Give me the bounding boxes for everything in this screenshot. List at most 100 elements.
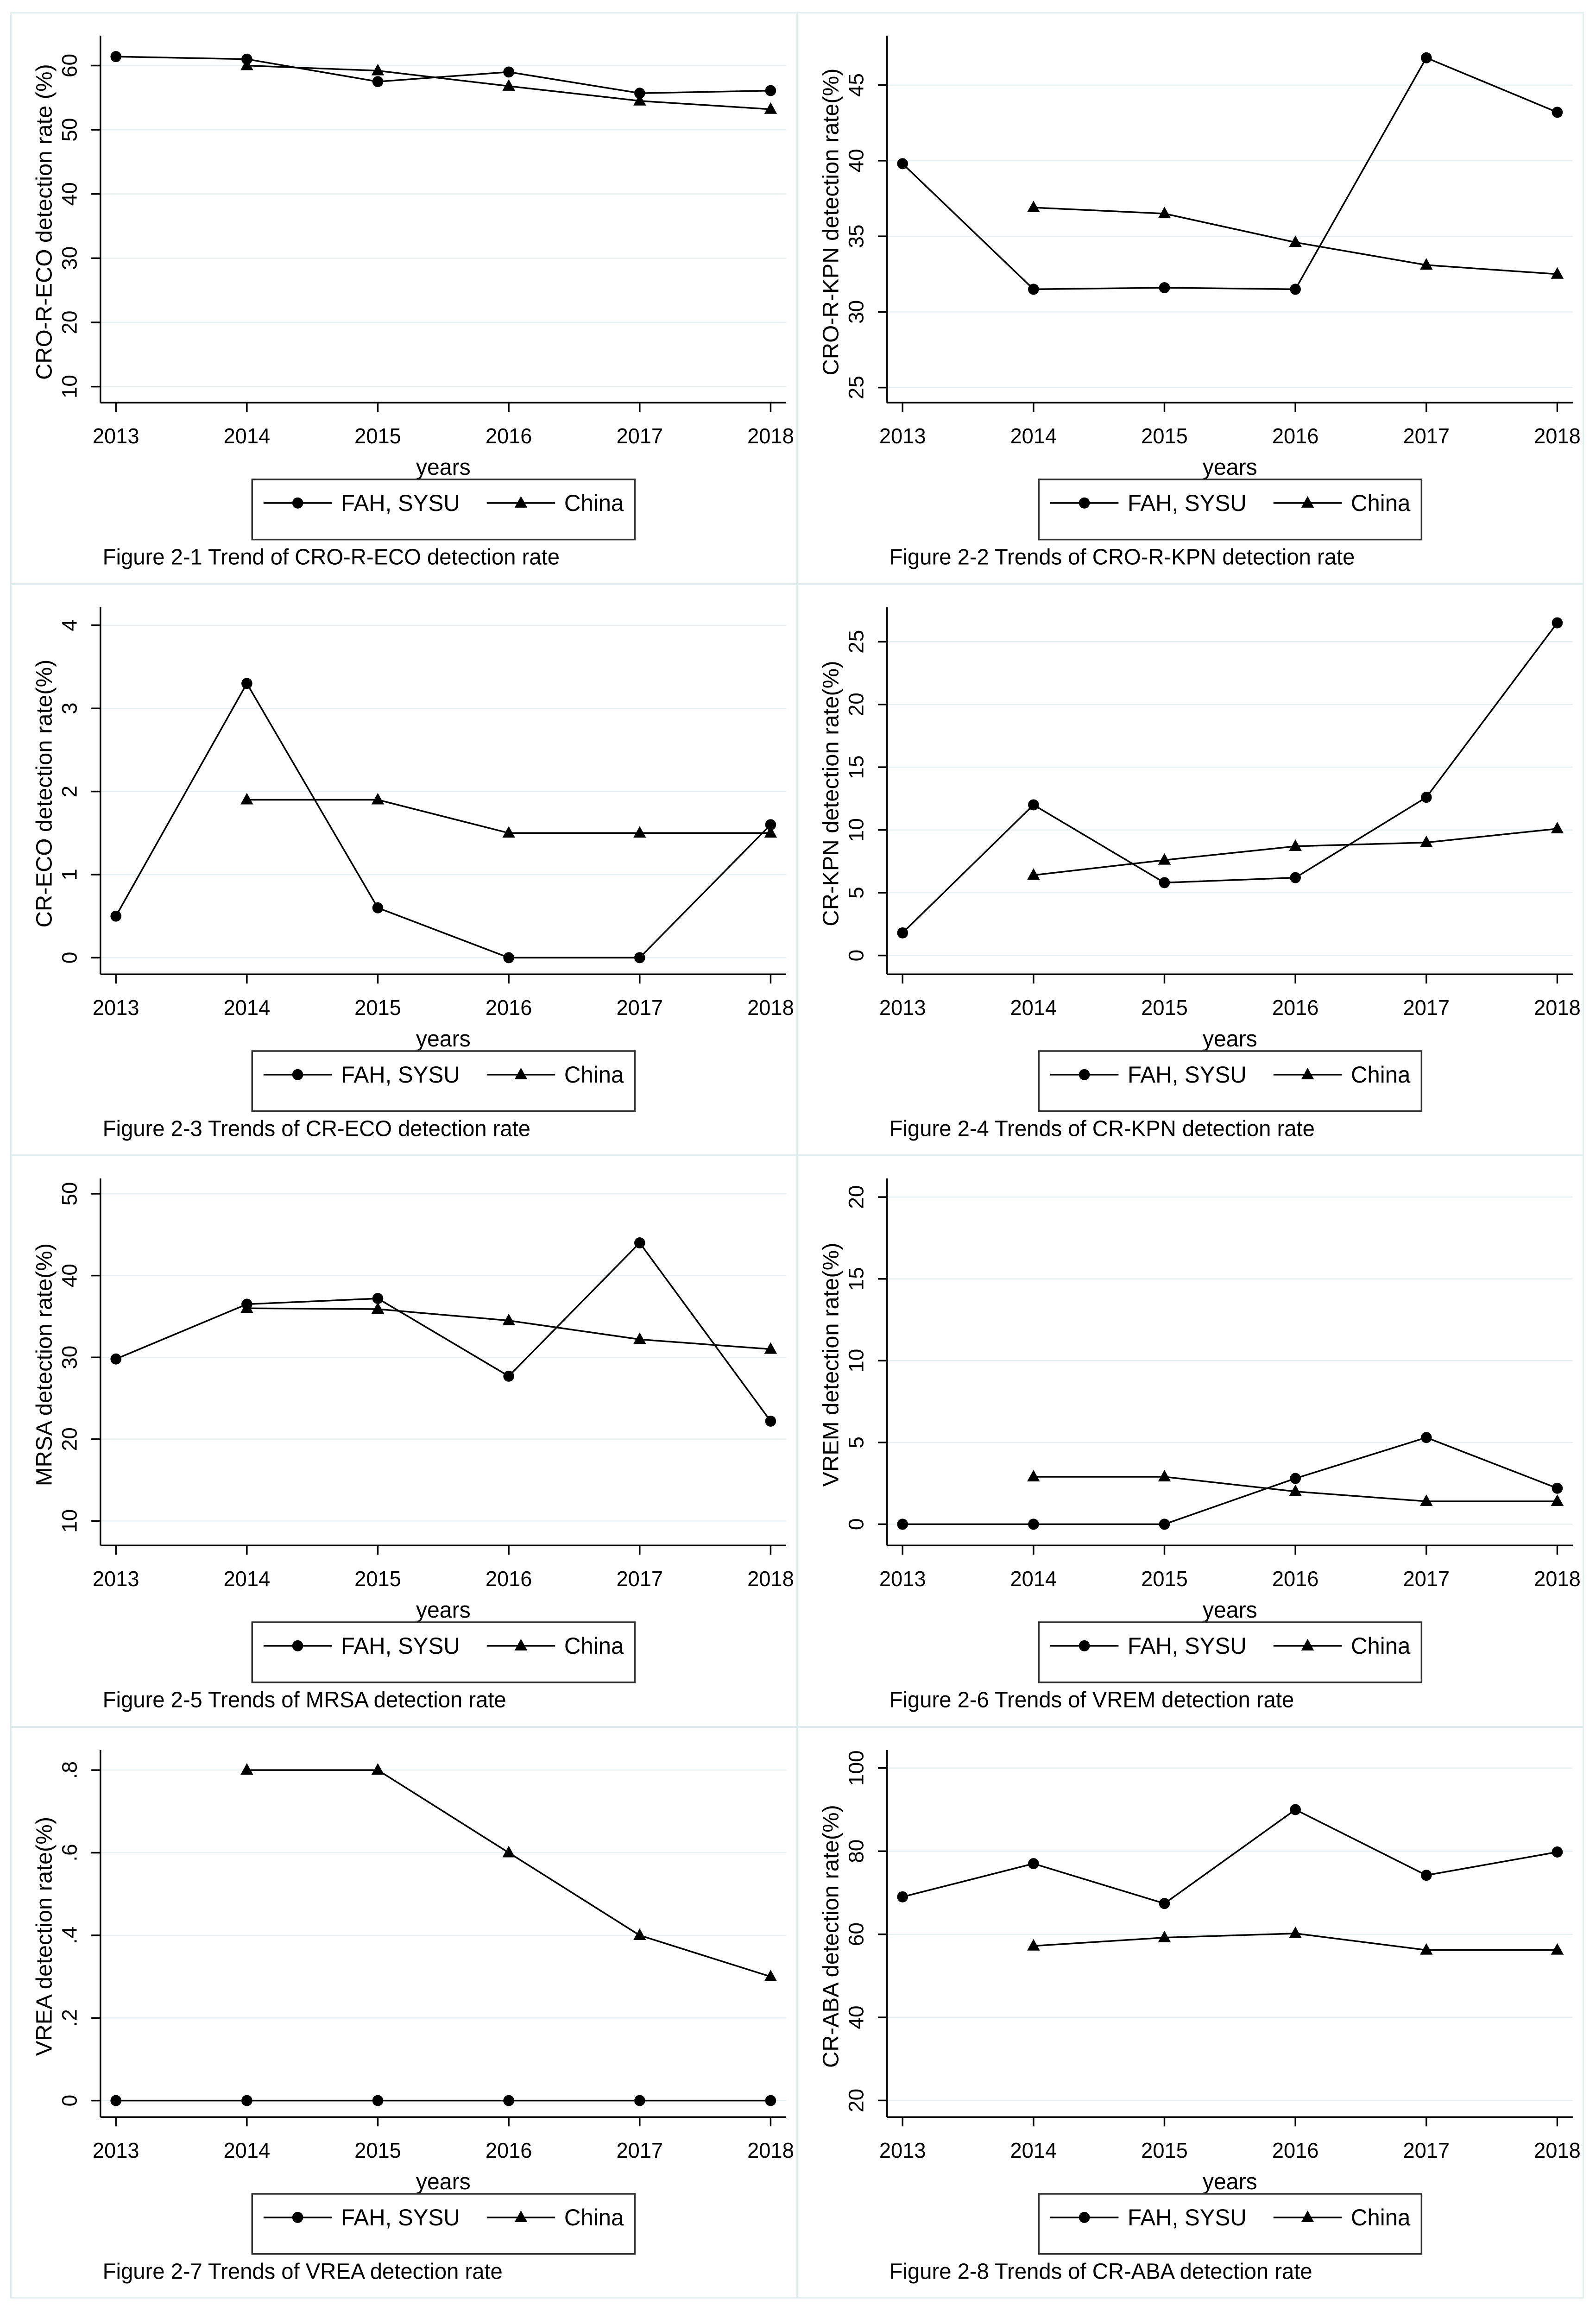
series-china-marker [502, 1313, 515, 1325]
figure-2-3-chart: 0 1 2 3 4 2013 2014 2015 2016 2017 2018 years CR-ECO… [32, 607, 794, 1141]
y-axis-title: CR-ECO detection rate(%) [32, 659, 57, 927]
series-china-marker [240, 1763, 253, 1775]
figure-2-7-panel: 0 .2 .4 .6 .8 2013 2014 2015 2016 2017 2018 years VR… [12, 1727, 796, 2297]
x-tick-label: 2013 [93, 2138, 139, 2162]
series-china-marker [1027, 1939, 1040, 1951]
legend-label-fah: FAH, SYSU [1128, 2205, 1247, 2230]
x-tick-label: 2016 [486, 2138, 532, 2162]
series-fah-marker [1028, 799, 1039, 810]
x-tick-label: 2013 [879, 995, 926, 1019]
y-tick-label: 40 [844, 2005, 868, 2029]
y-tick-label: 30 [58, 1346, 82, 1369]
legend-box [251, 1050, 636, 1112]
x-tick-label: 2018 [1534, 1567, 1581, 1591]
y-tick-label: 60 [844, 1922, 868, 1946]
y-tick-label: 20 [844, 1185, 868, 1209]
series-china-marker [1551, 1943, 1564, 1955]
y-axis-title: MRSA detection rate(%) [32, 1243, 57, 1486]
y-tick-label: 0 [844, 1518, 868, 1531]
legend-box [1038, 1621, 1422, 1683]
figure-grid: 10 20 30 40 50 60 2013 2014 2015 2016 2017 2018 year… [10, 12, 1584, 2299]
series-fah-marker [896, 1891, 908, 1903]
y-tick-label: .8 [58, 1761, 82, 1778]
x-axis-title: years [416, 455, 471, 480]
legend-label-china: China [1350, 490, 1410, 516]
y-tick-label: 30 [844, 300, 868, 324]
figure-2-2-panel: 25 30 35 40 45 2013 2014 2015 2016 2017 2018 years C… [798, 13, 1583, 583]
x-tick-label: 2015 [354, 995, 401, 1019]
series-china-marker [1027, 201, 1040, 213]
series-china-marker [502, 79, 515, 91]
y-tick-label: 45 [844, 73, 868, 97]
series-fah-marker [1289, 872, 1301, 883]
series-fah-marker [1159, 1518, 1170, 1530]
y-tick-label: 25 [844, 630, 868, 653]
y-axis-title: VREA detection rate(%) [32, 1816, 57, 2055]
legend-circle-marker-icon [1079, 1640, 1090, 1651]
y-tick-label: 20 [58, 1427, 82, 1451]
x-tick-label: 2017 [1403, 1567, 1450, 1591]
x-tick-label: 2016 [1272, 2138, 1318, 2162]
legend-triangle-marker-icon [1301, 1067, 1314, 1079]
figure-2-1-panel: 10 20 30 40 50 60 2013 2014 2015 2016 2017 2018 year… [12, 13, 796, 583]
y-tick-label: 5 [844, 887, 868, 899]
legend-label-fah: FAH, SYSU [1128, 1633, 1247, 1658]
legend-label-fah: FAH, SYSU [1128, 490, 1247, 516]
series-fah-marker [896, 158, 908, 170]
legend-box [251, 479, 636, 541]
y-tick-label: 20 [58, 310, 82, 334]
figure-2-7-chart: 0 .2 .4 .6 .8 2013 2014 2015 2016 2017 2018 years VR… [32, 1750, 794, 2284]
legend-circle-marker-icon [292, 1069, 303, 1080]
series-fah-marker [110, 2095, 122, 2106]
x-tick-label: 2014 [1010, 995, 1057, 1019]
figure-caption: Figure 2-2 Trends of CRO-R-KPN detection… [889, 545, 1355, 569]
legend-label-fah: FAH, SYSU [1128, 1062, 1247, 1087]
figure-2-8-panel: 20 40 60 80 100 2013 2014 2015 2016 2017 2018 years… [798, 1727, 1583, 2297]
figure-caption: Figure 2-8 Trends of CR-ABA detection ra… [889, 2259, 1312, 2284]
legend-triangle-marker-icon [1301, 2210, 1314, 2222]
legend-triangle-marker-icon [1301, 1638, 1314, 1651]
series-china-marker [371, 63, 385, 76]
series-china-marker [1419, 835, 1433, 847]
series-china-marker [1027, 1470, 1040, 1481]
legend-label-fah: FAH, SYSU [341, 1633, 460, 1658]
y-tick-label: .6 [58, 1844, 82, 1861]
x-tick-label: 2015 [1141, 1567, 1188, 1591]
y-tick-label: 15 [844, 755, 868, 779]
series-china-marker [1288, 235, 1302, 247]
x-tick-label: 2013 [879, 1567, 926, 1591]
series-fah-marker [372, 76, 384, 88]
series-china-marker [1158, 1470, 1171, 1481]
y-tick-label: 40 [844, 149, 868, 172]
figure-2-2-chart: 25 30 35 40 45 2013 2014 2015 2016 2017 2018 years C… [818, 35, 1581, 570]
series-fah-marker [110, 51, 122, 63]
series-fah-marker [765, 1415, 776, 1427]
figure-caption: Figure 2-4 Trends of CR-KPN detection ra… [889, 1116, 1314, 1141]
y-tick-label: 10 [844, 818, 868, 842]
y-tick-label: 40 [58, 182, 82, 206]
x-tick-label: 2016 [1272, 424, 1318, 448]
series-fah-marker [765, 2095, 776, 2106]
x-tick-label: 2018 [1534, 995, 1581, 1019]
x-tick-label: 2017 [616, 1567, 663, 1591]
legend-triangle-marker-icon [1301, 496, 1314, 508]
x-tick-label: 2015 [1141, 2138, 1188, 2162]
x-tick-label: 2017 [616, 2138, 663, 2162]
series-fah-line [902, 57, 1558, 290]
y-axis-title: CR-KPN detection rate(%) [818, 661, 843, 926]
y-tick-label: 30 [58, 246, 82, 270]
series-china-marker [633, 1332, 646, 1344]
series-china-marker [1288, 1926, 1302, 1938]
legend-circle-marker-icon [1079, 497, 1090, 509]
y-tick-label: 20 [844, 693, 868, 716]
x-axis-title: years [1202, 455, 1257, 480]
series-fah-marker [1420, 1432, 1432, 1443]
x-tick-label: 2018 [1534, 424, 1581, 448]
figure-caption: Figure 2-3 Trends of CR-ECO detection ra… [103, 1116, 530, 1141]
series-china-marker [764, 1969, 777, 1981]
figure-2-3-panel: 0 1 2 3 4 2013 2014 2015 2016 2017 2018 years CR-ECO… [12, 585, 796, 1154]
legend-label-fah: FAH, SYSU [341, 490, 460, 516]
series-china-marker [502, 1846, 515, 1857]
x-axis-title: years [416, 2169, 471, 2194]
legend-triangle-marker-icon [514, 2210, 528, 2222]
